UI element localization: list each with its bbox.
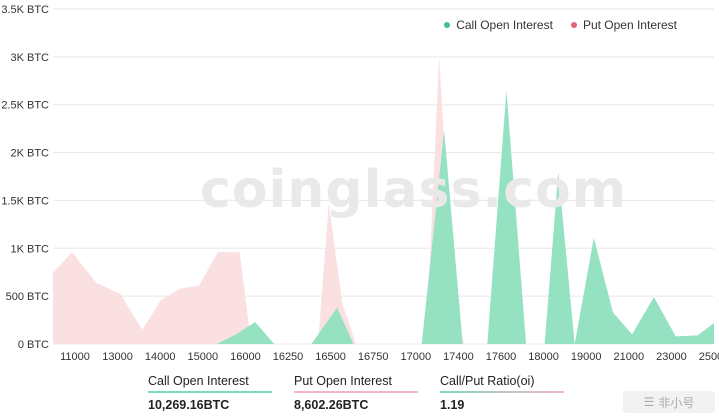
stat-put-label: Put Open Interest	[294, 374, 392, 388]
watermark: coinglass.com	[200, 160, 627, 220]
stat-ratio-bar	[440, 391, 564, 393]
legend-label-call: Call Open Interest	[456, 18, 553, 32]
y-tick-label: 2.5K BTC	[1, 100, 49, 112]
stat-ratio-label: Call/Put Ratio(oi)	[440, 374, 535, 388]
stat-ratio: Call/Put Ratio(oi) 1.19	[440, 374, 564, 412]
y-tick-label: 3.5K BTC	[1, 4, 49, 16]
legend-item-call[interactable]: Call Open Interest	[444, 18, 553, 32]
x-tick-label: 16000	[230, 351, 261, 363]
series-call-area	[53, 90, 714, 344]
x-tick-label: 14000	[145, 351, 176, 363]
y-tick-label: 1.5K BTC	[1, 195, 49, 207]
legend-label-put: Put Open Interest	[582, 18, 677, 32]
legend-dot-call-icon	[444, 22, 451, 28]
x-tick-label: 17400	[443, 351, 474, 363]
x-tick-label: 16500	[315, 351, 346, 363]
x-tick-label: 17000	[401, 351, 432, 363]
x-tick-label: 16250	[273, 351, 304, 363]
x-tick-label: 21000	[614, 351, 645, 363]
x-tick-label: 19000	[571, 351, 602, 363]
stat-call-bar	[148, 391, 272, 393]
stat-call: Call Open Interest 10,269.16BTC	[148, 374, 272, 412]
stat-call-value: 10,269.16BTC	[148, 398, 230, 412]
x-tick-label: 18000	[528, 351, 559, 363]
corner-logo: ☰ 非小号	[623, 391, 715, 413]
stat-ratio-value: 1.19	[440, 398, 465, 412]
x-tick-label: 16750	[358, 351, 389, 363]
stat-put: Put Open Interest 8,602.26BTC	[294, 374, 418, 412]
stat-call-label: Call Open Interest	[148, 374, 249, 388]
x-tick-label: 15000	[188, 351, 219, 363]
stat-put-value: 8,602.26BTC	[294, 398, 369, 412]
x-tick-label: 13000	[102, 351, 133, 363]
y-tick-label: 500 BTC	[6, 291, 49, 303]
oi-chart: 0 BTC 500 BTC 1K BTC 1.5K BTC 2K BTC 2.5K BTC…	[1, 4, 719, 363]
y-tick-label: 3K BTC	[10, 52, 49, 64]
legend-item-put[interactable]: Put Open Interest	[570, 18, 677, 32]
logo-icon: ☰	[643, 395, 655, 409]
x-tick-label: 11000	[60, 351, 90, 363]
logo-text: 非小号	[658, 395, 695, 410]
stats-panel: Call Open Interest 10,269.16BTC Put Open…	[148, 374, 564, 412]
y-tick-label: 1K BTC	[10, 243, 49, 255]
x-tick-label: 23000	[656, 351, 687, 363]
legend-dot-put-icon	[570, 22, 577, 28]
series-put-area	[53, 55, 594, 345]
x-tick-label: 17600	[486, 351, 517, 363]
y-tick-label: 0 BTC	[18, 339, 49, 351]
stat-put-bar	[294, 391, 418, 393]
y-tick-label: 2K BTC	[10, 148, 49, 160]
x-tick-label: 25000	[699, 351, 719, 363]
legend: Call Open Interest Put Open Interest	[444, 18, 677, 32]
